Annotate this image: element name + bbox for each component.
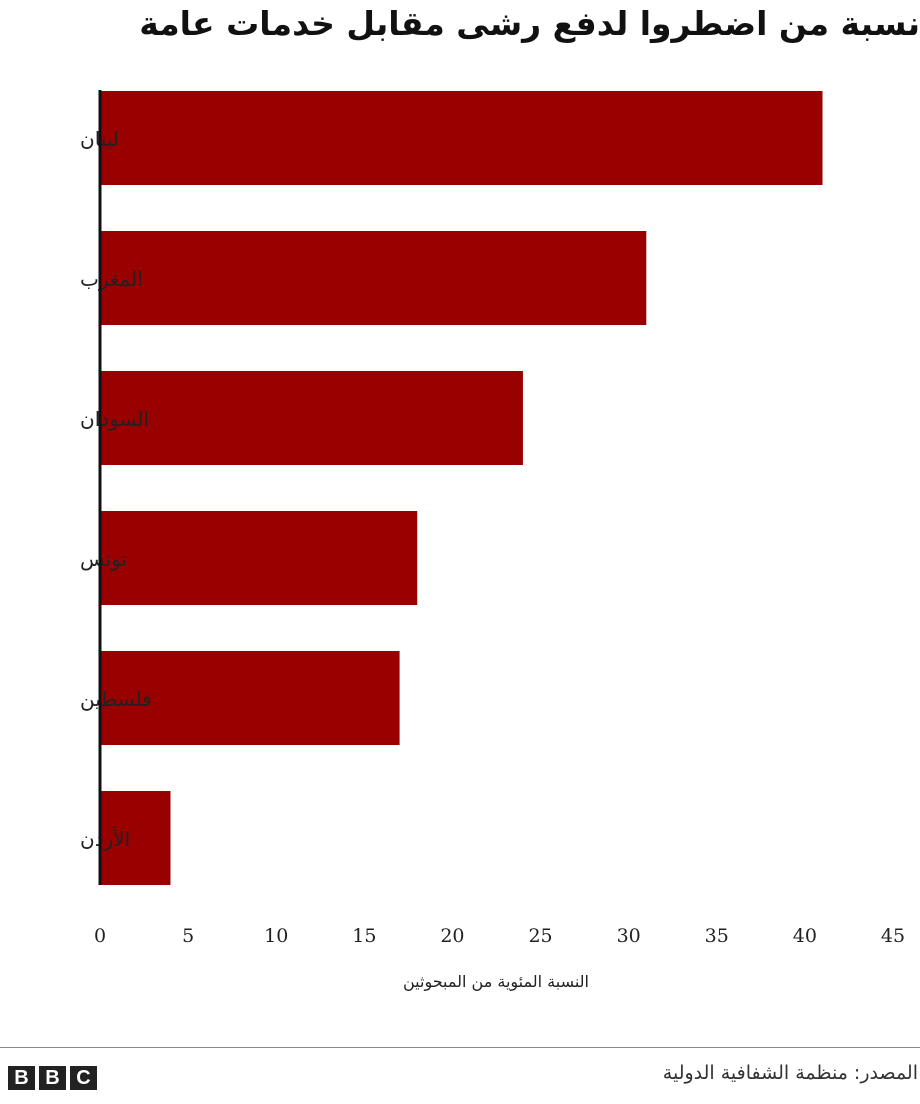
bar-chart: لبنانالمغربالسودانتونسفلسطينالأردن051015… <box>80 90 905 992</box>
x-axis-label: النسبة المئوية من المبحوثين <box>403 972 589 992</box>
x-tick-label: 0 <box>94 925 106 947</box>
bbc-logo-letter: B <box>8 1066 35 1090</box>
category-label: تونس <box>80 547 127 571</box>
category-label: السودان <box>80 407 149 431</box>
bbc-logo-letter: B <box>39 1066 66 1090</box>
bar <box>100 231 647 325</box>
category-label: الأردن <box>80 827 130 851</box>
x-tick-label: 10 <box>264 925 288 947</box>
x-tick-label: 20 <box>440 925 464 947</box>
x-tick-label: 15 <box>352 925 376 947</box>
x-tick-label: 5 <box>182 925 194 947</box>
bar <box>100 91 823 185</box>
bar <box>100 511 418 605</box>
category-label: فلسطين <box>80 687 152 711</box>
x-tick-label: 35 <box>705 925 729 947</box>
x-tick-label: 30 <box>617 925 641 947</box>
source-note: المصدر: منظمة الشفافية الدولية <box>662 1062 918 1084</box>
bar <box>100 371 523 465</box>
chart-title: نسبة من اضطروا لدفع رشى مقابل خدمات عامة <box>139 4 920 43</box>
bar <box>100 791 171 885</box>
bbc-logo: B B C <box>8 1066 97 1090</box>
x-tick-label: 45 <box>881 925 905 947</box>
x-tick-label: 40 <box>793 925 817 947</box>
footer-divider <box>0 1047 920 1048</box>
x-tick-label: 25 <box>528 925 552 947</box>
bbc-logo-letter: C <box>70 1066 97 1090</box>
bar <box>100 651 400 745</box>
category-label: المغرب <box>80 267 143 291</box>
